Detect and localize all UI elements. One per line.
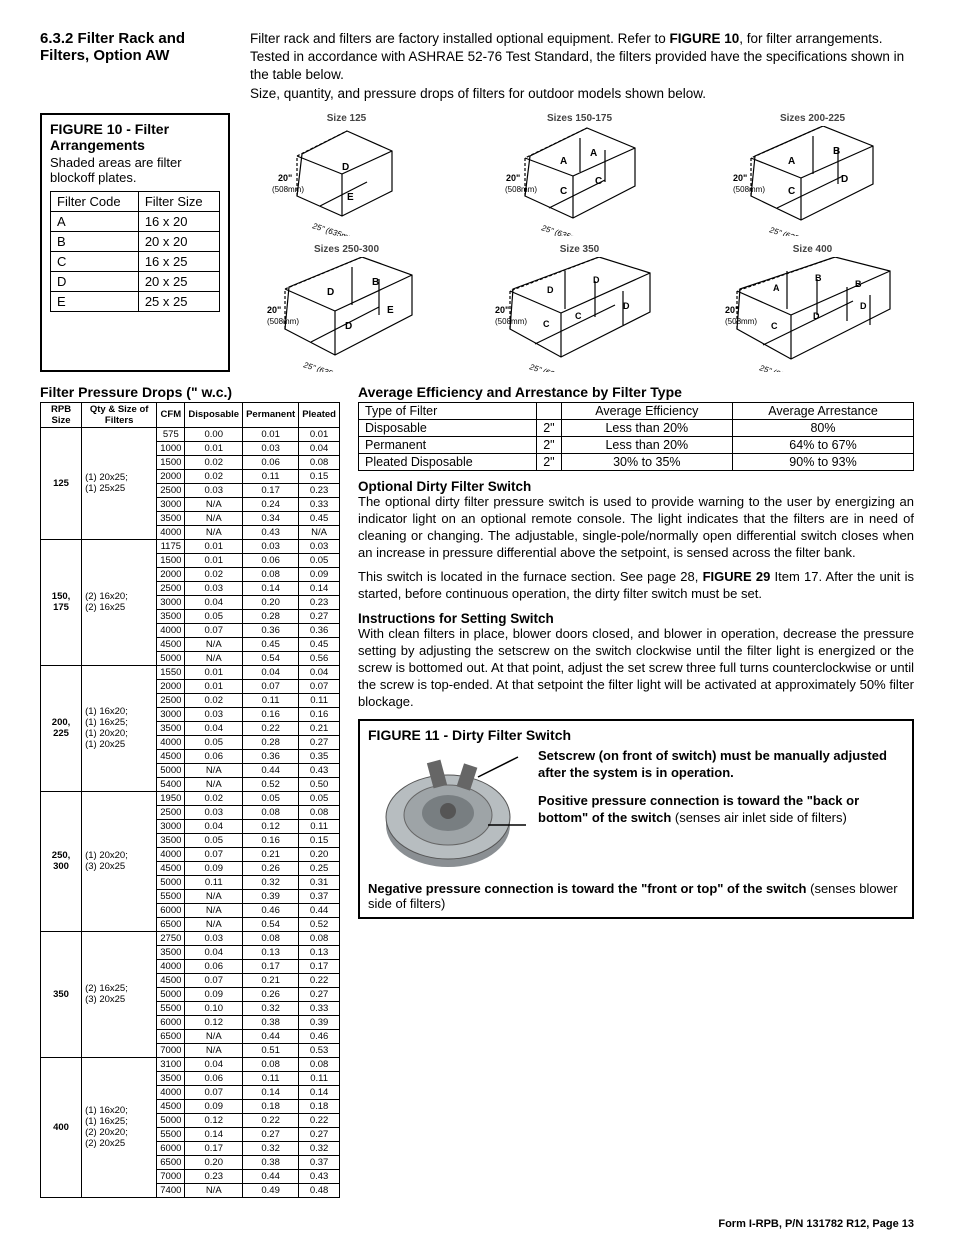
table-row: D20 x 25 <box>51 271 220 291</box>
svg-text:D: D <box>327 287 334 298</box>
diagram-size-150-175: Sizes 150-175 A A C C 20" <box>478 113 681 236</box>
svg-text:C: C <box>595 176 602 187</box>
figure10-note: Shaded areas are filter blockoff plates. <box>50 155 220 185</box>
instructions-title: Instructions for Setting Switch <box>358 611 914 626</box>
svg-text:20": 20" <box>725 305 739 315</box>
dirty-filter-title: Optional Dirty Filter Switch <box>358 479 914 494</box>
figure10-row: FIGURE 10 - Filter Arrangements Shaded a… <box>40 113 914 372</box>
svg-text:D: D <box>841 174 848 185</box>
pressure-drops-table: RPB Size Qty & Size of Filters CFM Dispo… <box>40 402 340 1198</box>
svg-text:D: D <box>813 311 820 321</box>
svg-text:A: A <box>590 148 597 159</box>
filter-code-table: Filter Code Filter Size A16 x 20 B20 x 2… <box>50 191 220 312</box>
svg-text:D: D <box>860 301 867 311</box>
figure11-callout-2: Positive pressure connection is toward t… <box>538 792 904 827</box>
table-row: Permanent2"Less than 20%64% to 67% <box>359 436 914 453</box>
table-row: 200, 225(1) 16x20; (1) 16x25; (1) 20x20;… <box>41 665 340 679</box>
svg-text:D: D <box>623 301 630 311</box>
svg-text:(508mm): (508mm) <box>733 185 765 194</box>
svg-text:C: C <box>543 319 550 329</box>
svg-text:20": 20" <box>506 173 520 183</box>
svg-text:C: C <box>788 186 795 197</box>
svg-text:B: B <box>372 277 379 288</box>
main-columns: Filter Pressure Drops (" w.c.) RPB Size … <box>40 384 914 1198</box>
dirty-filter-p3: With clean filters in place, blower door… <box>358 626 914 710</box>
dirty-filter-switch-image <box>368 747 528 877</box>
figure10-box: FIGURE 10 - Filter Arrangements Shaded a… <box>40 113 230 372</box>
svg-text:D: D <box>345 321 352 332</box>
svg-text:D: D <box>593 275 600 285</box>
svg-text:25" (635mm): 25" (635mm) <box>539 223 587 236</box>
figure11-callouts: Setscrew (on front of switch) must be ma… <box>538 747 904 877</box>
left-column: Filter Pressure Drops (" w.c.) RPB Size … <box>40 384 340 1198</box>
diagram-size-350: Size 350 D D C C <box>478 244 681 372</box>
figure10-diagrams: Size 125 D E 20" (508mm) 25" (635mm) <box>245 113 914 372</box>
table-row: C16 x 25 <box>51 251 220 271</box>
diagram-size-125: Size 125 D E 20" (508mm) 25" (635mm) <box>245 113 448 236</box>
diagram-size-200-225: Sizes 200-225 A B C D 20" <box>711 113 914 236</box>
svg-text:25" (635mm): 25" (635mm) <box>767 225 815 236</box>
table-row: Filter Code Filter Size <box>51 191 220 211</box>
efficiency-title: Average Efficiency and Arrestance by Fil… <box>358 384 914 400</box>
table-row: 150, 175(2) 16x20; (2) 16x2511750.010.03… <box>41 539 340 553</box>
svg-text:20": 20" <box>278 173 292 183</box>
svg-text:A: A <box>560 156 567 167</box>
svg-text:A: A <box>788 156 795 167</box>
svg-text:(508mm): (508mm) <box>495 317 527 326</box>
section-header: 6.3.2 Filter Rack and Filters, Option AW… <box>40 30 914 103</box>
pressure-drops-title: Filter Pressure Drops (" w.c.) <box>40 384 340 400</box>
figure11-box: FIGURE 11 - Dirty Filter Switch <box>358 719 914 919</box>
svg-text:B: B <box>815 273 822 283</box>
table-row: Pleated Disposable2"30% to 35%90% to 93% <box>359 453 914 470</box>
svg-text:25" (635mm): 25" (635mm) <box>310 221 358 236</box>
svg-text:E: E <box>387 305 394 316</box>
svg-text:B: B <box>855 279 862 289</box>
table-row: E25 x 25 <box>51 291 220 311</box>
svg-text:(508mm): (508mm) <box>272 185 304 194</box>
right-column: Average Efficiency and Arrestance by Fil… <box>358 384 914 919</box>
svg-text:D: D <box>547 285 554 295</box>
svg-text:E: E <box>347 192 354 203</box>
figure11-callout-3: Negative pressure connection is toward t… <box>368 881 904 911</box>
section-heading: 6.3.2 Filter Rack and Filters, Option AW <box>40 30 230 103</box>
efficiency-table: Type of Filter Average Efficiency Averag… <box>358 402 914 471</box>
svg-text:25" (635mm): 25" (635mm) <box>757 363 805 372</box>
table-row: A16 x 20 <box>51 211 220 231</box>
dirty-filter-p2: This switch is located in the furnace se… <box>358 569 914 603</box>
svg-text:(508mm): (508mm) <box>267 317 299 326</box>
svg-text:(508mm): (508mm) <box>505 185 537 194</box>
dirty-filter-p1: The optional dirty filter pressure switc… <box>358 494 914 562</box>
figure10-title: FIGURE 10 - Filter Arrangements <box>50 121 220 153</box>
svg-text:D: D <box>342 162 349 173</box>
svg-text:20": 20" <box>733 173 747 183</box>
table-row: 250, 300(1) 20x20; (3) 20x2519500.020.05… <box>41 791 340 805</box>
table-row: 400(1) 16x20; (1) 16x25; (2) 20x20; (2) … <box>41 1057 340 1071</box>
table-header-row: RPB Size Qty & Size of Filters CFM Dispo… <box>41 402 340 427</box>
table-row: Type of Filter Average Efficiency Averag… <box>359 402 914 419</box>
intro-text: Filter rack and filters are factory inst… <box>250 30 914 103</box>
svg-text:25" (635mm): 25" (635mm) <box>527 362 575 372</box>
svg-text:C: C <box>560 186 567 197</box>
table-row: B20 x 20 <box>51 231 220 251</box>
svg-text:20": 20" <box>267 305 281 315</box>
svg-text:C: C <box>575 311 582 321</box>
svg-text:(508mm): (508mm) <box>725 317 757 326</box>
table-row: Disposable2"Less than 20%80% <box>359 419 914 436</box>
svg-text:A: A <box>773 283 780 293</box>
diagram-size-400: Size 400 A B B <box>711 244 914 372</box>
diagram-size-250-300: Sizes 250-300 D B D E 20" <box>245 244 448 372</box>
figure11-title: FIGURE 11 - Dirty Filter Switch <box>368 727 904 743</box>
figure11-callout-1: Setscrew (on front of switch) must be ma… <box>538 747 904 782</box>
table-row: 350(2) 16x25; (3) 20x2527500.030.080.08 <box>41 931 340 945</box>
table-row: 125(1) 20x25; (1) 25x255750.000.010.01 <box>41 427 340 441</box>
svg-text:25" (635mm): 25" (635mm) <box>301 360 349 372</box>
page-footer: Form I-RPB, P/N 131782 R12, Page 13 <box>40 1218 914 1230</box>
svg-text:B: B <box>833 146 840 157</box>
svg-text:C: C <box>771 321 778 331</box>
svg-text:20": 20" <box>495 305 509 315</box>
